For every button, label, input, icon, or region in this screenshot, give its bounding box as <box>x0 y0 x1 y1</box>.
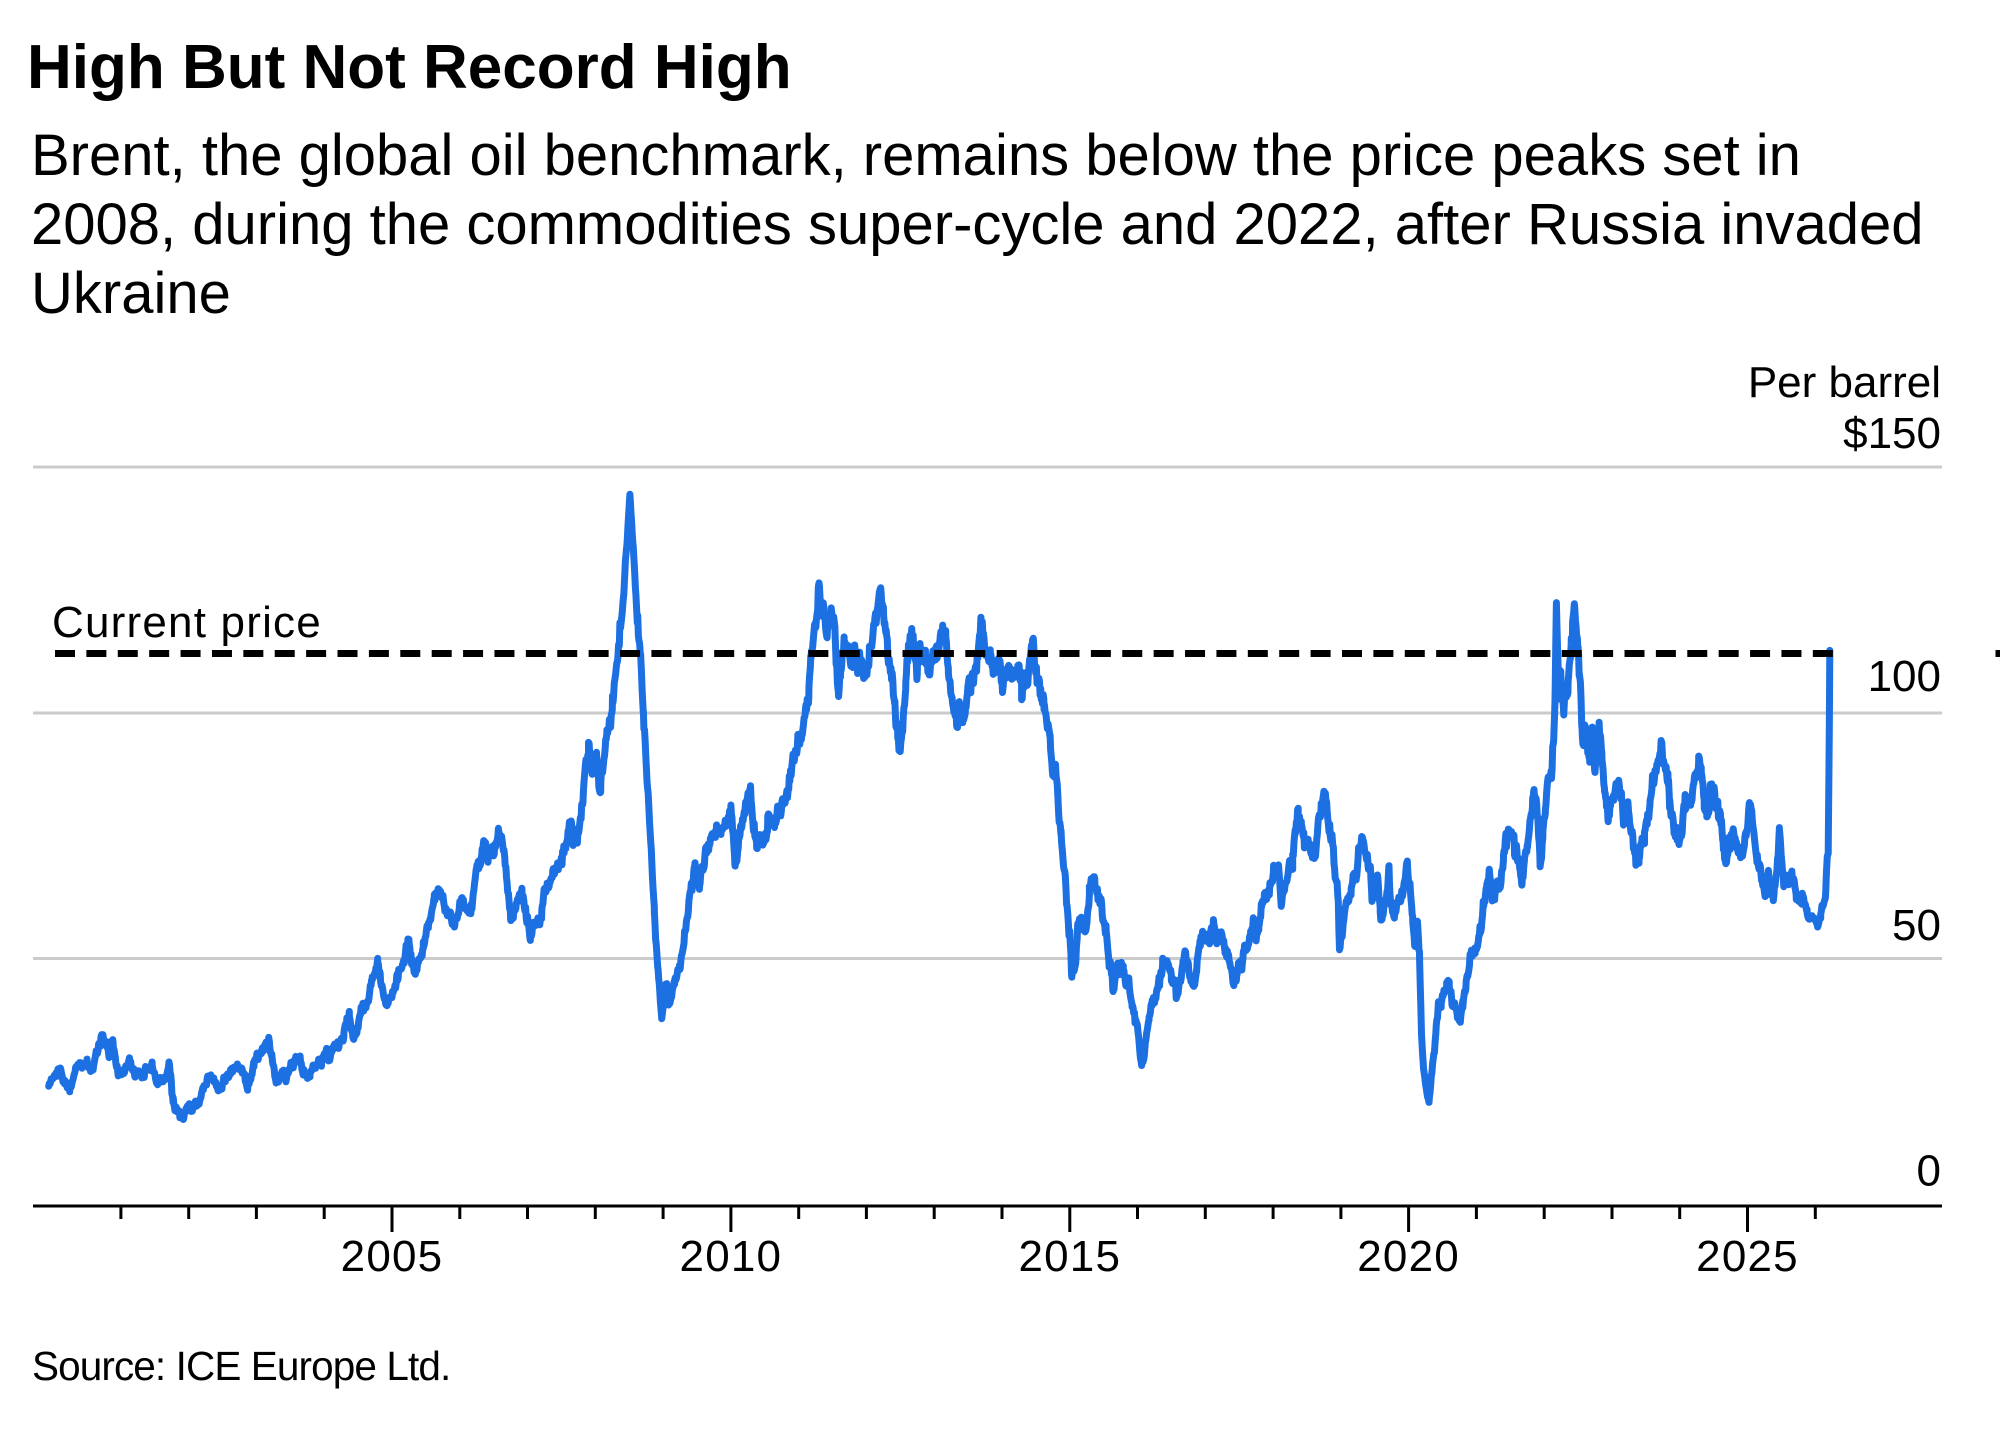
svg-text:0: 0 <box>1917 1147 1941 1196</box>
svg-text:100: 100 <box>1868 652 1941 701</box>
svg-text:High But Not Record High: High But Not Record High <box>27 33 792 102</box>
svg-text:$150: $150 <box>1843 409 1941 458</box>
svg-text:2010: 2010 <box>680 1232 783 1281</box>
svg-text:2025: 2025 <box>1696 1232 1799 1281</box>
svg-text:Source: ICE Europe Ltd.: Source: ICE Europe Ltd. <box>32 1343 450 1389</box>
svg-text:Ukraine: Ukraine <box>31 261 231 326</box>
svg-text:2020: 2020 <box>1357 1232 1460 1281</box>
svg-text:50: 50 <box>1892 901 1941 950</box>
svg-text:Brent, the global oil benchmar: Brent, the global oil benchmark, remains… <box>31 123 1801 188</box>
svg-text:Current price: Current price <box>52 598 322 647</box>
svg-text:2008, during the commodities s: 2008, during the commodities super-cycle… <box>31 192 1924 257</box>
svg-text:2015: 2015 <box>1018 1232 1121 1281</box>
svg-text:2005: 2005 <box>341 1232 444 1281</box>
svg-text:Per barrel: Per barrel <box>1748 358 1941 407</box>
